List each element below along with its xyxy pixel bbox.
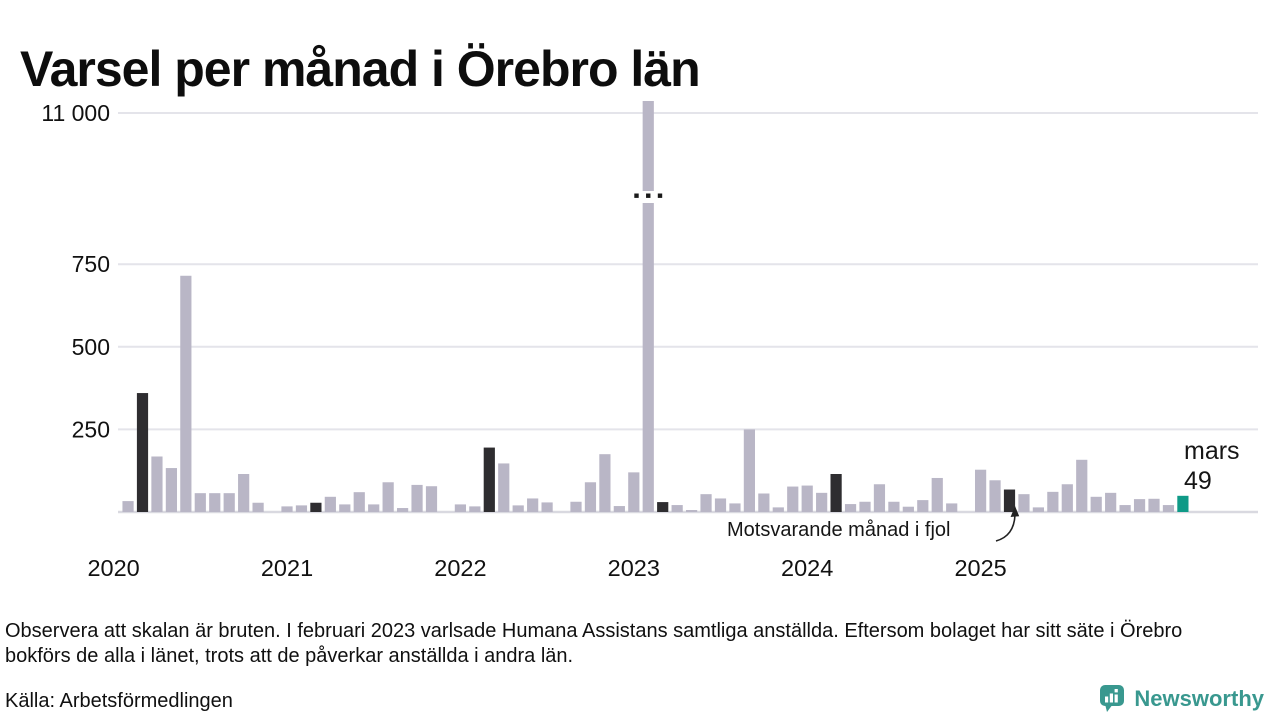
bar-2022-11 bbox=[599, 454, 611, 512]
bar-2022-06 bbox=[527, 498, 539, 512]
bar-2021-09 bbox=[397, 508, 409, 512]
bar-2021-05 bbox=[339, 504, 351, 512]
last-year-annotation: Motsvarande månad i fjol bbox=[727, 519, 951, 541]
bar-2024-03 bbox=[830, 474, 842, 512]
bar-2022-12 bbox=[613, 506, 625, 512]
bar-2024-10 bbox=[931, 477, 943, 512]
scale-break-dot-2 bbox=[657, 193, 663, 198]
bar-2020-02 bbox=[122, 501, 134, 512]
fjol-arrowhead bbox=[1010, 506, 1020, 517]
bar-2021-02 bbox=[295, 505, 308, 512]
y-tick-label-broken: 11 000 bbox=[41, 100, 110, 126]
year-label-2025: 2025 bbox=[954, 555, 1006, 581]
bar-2023-09 bbox=[743, 429, 755, 512]
bar-2025-12 bbox=[1133, 499, 1146, 512]
y-tick-label-750: 750 bbox=[72, 251, 110, 277]
bar-2025-02 bbox=[989, 480, 1001, 512]
newsworthy-logo-icon bbox=[1100, 685, 1125, 712]
bar-2023-04 bbox=[671, 505, 683, 512]
bar-2024-01 bbox=[801, 485, 813, 512]
source-text: Källa: Arbetsförmedlingen bbox=[5, 690, 233, 712]
bar-2022-01 bbox=[454, 504, 466, 512]
current-month-name: mars bbox=[1184, 437, 1240, 465]
bar-2022-02 bbox=[469, 506, 481, 512]
bar-2020-08 bbox=[209, 493, 221, 512]
bar-2020-10 bbox=[238, 474, 250, 512]
bar-2023-07 bbox=[714, 498, 727, 512]
bar-2023-05 bbox=[686, 510, 698, 512]
bar-2021-07 bbox=[368, 504, 380, 512]
bar-2025-05 bbox=[1032, 507, 1044, 512]
bar-2025-09 bbox=[1090, 496, 1102, 512]
bar-2025-04 bbox=[1018, 494, 1030, 512]
bar-2021-03 bbox=[310, 502, 322, 512]
bar-2023-10 bbox=[758, 493, 770, 512]
bar-2022-03 bbox=[483, 447, 495, 512]
bar-2026-03 bbox=[1177, 495, 1189, 512]
bar-2026-01 bbox=[1148, 498, 1160, 512]
year-label-2022: 2022 bbox=[434, 555, 486, 581]
y-tick-label-500: 500 bbox=[72, 334, 110, 360]
bar-2023-01 bbox=[628, 472, 640, 512]
bar-2022-04 bbox=[498, 463, 510, 512]
bar-2024-06 bbox=[873, 484, 886, 512]
bar-2023-06 bbox=[700, 494, 712, 512]
bar-2021-04 bbox=[324, 496, 336, 512]
bar-2021-11 bbox=[425, 486, 438, 512]
bar-2025-08 bbox=[1076, 459, 1088, 512]
bar-2020-11 bbox=[252, 502, 264, 512]
bar-2025-06 bbox=[1047, 491, 1059, 512]
bar-2020-03 bbox=[136, 393, 149, 512]
bar-2024-04 bbox=[844, 504, 857, 512]
bar-2022-05 bbox=[512, 505, 524, 512]
bar-2024-09 bbox=[917, 500, 929, 512]
bar-2026-02 bbox=[1162, 505, 1175, 512]
y-tick-label-250: 250 bbox=[72, 416, 110, 442]
fjol-arrow bbox=[995, 514, 1016, 542]
bar-2025-10 bbox=[1105, 492, 1117, 512]
bar-2025-03 bbox=[1003, 489, 1016, 512]
year-label-2020: 2020 bbox=[87, 555, 139, 581]
bar-2020-06 bbox=[180, 275, 192, 512]
bar-2022-09 bbox=[570, 501, 582, 512]
bar-2023-12 bbox=[787, 486, 799, 512]
bar-2022-10 bbox=[584, 482, 597, 512]
year-label-2021: 2021 bbox=[261, 555, 313, 581]
bar-2021-08 bbox=[382, 482, 394, 512]
year-label-2024: 2024 bbox=[781, 555, 833, 581]
scale-break-dot-0 bbox=[634, 193, 639, 198]
bar-2020-07 bbox=[194, 493, 206, 512]
bar-2024-07 bbox=[888, 501, 900, 512]
bar-2024-11 bbox=[946, 503, 958, 512]
bar-2023-11 bbox=[772, 507, 784, 512]
footnote-text: Observera att skalan är bruten. I februa… bbox=[5, 620, 1183, 668]
bar-2020-04 bbox=[151, 456, 163, 512]
bar-2024-05 bbox=[859, 501, 871, 512]
scale-break-dot-1 bbox=[646, 193, 651, 198]
bar-2023-03 bbox=[657, 502, 669, 512]
current-month-value: 49 bbox=[1184, 467, 1212, 495]
bar-2021-10 bbox=[411, 484, 423, 512]
bar-2023-08 bbox=[729, 503, 741, 512]
bar-2025-07 bbox=[1061, 484, 1073, 512]
bar-2022-07 bbox=[541, 502, 553, 512]
year-label-2023: 2023 bbox=[608, 555, 660, 581]
bar-2024-08 bbox=[902, 506, 914, 512]
bar-2020-09 bbox=[223, 493, 235, 512]
bar-2023-02-upper bbox=[642, 101, 654, 191]
bar-2025-01 bbox=[975, 469, 987, 512]
bar-2025-11 bbox=[1119, 505, 1131, 512]
current-month-label: mars 49 bbox=[1184, 436, 1240, 496]
newsworthy-logo-text: Newsworthy bbox=[1134, 685, 1264, 711]
page-title: Varsel per månad i Örebro län bbox=[20, 40, 701, 97]
bar-2020-05 bbox=[165, 468, 177, 512]
bar-2024-02 bbox=[816, 492, 828, 512]
bar-2023-02-lower bbox=[642, 203, 654, 512]
bar-2021-06 bbox=[353, 492, 365, 512]
newsworthy-logo: Newsworthy bbox=[1099, 684, 1264, 713]
bar-2021-01 bbox=[281, 506, 293, 512]
